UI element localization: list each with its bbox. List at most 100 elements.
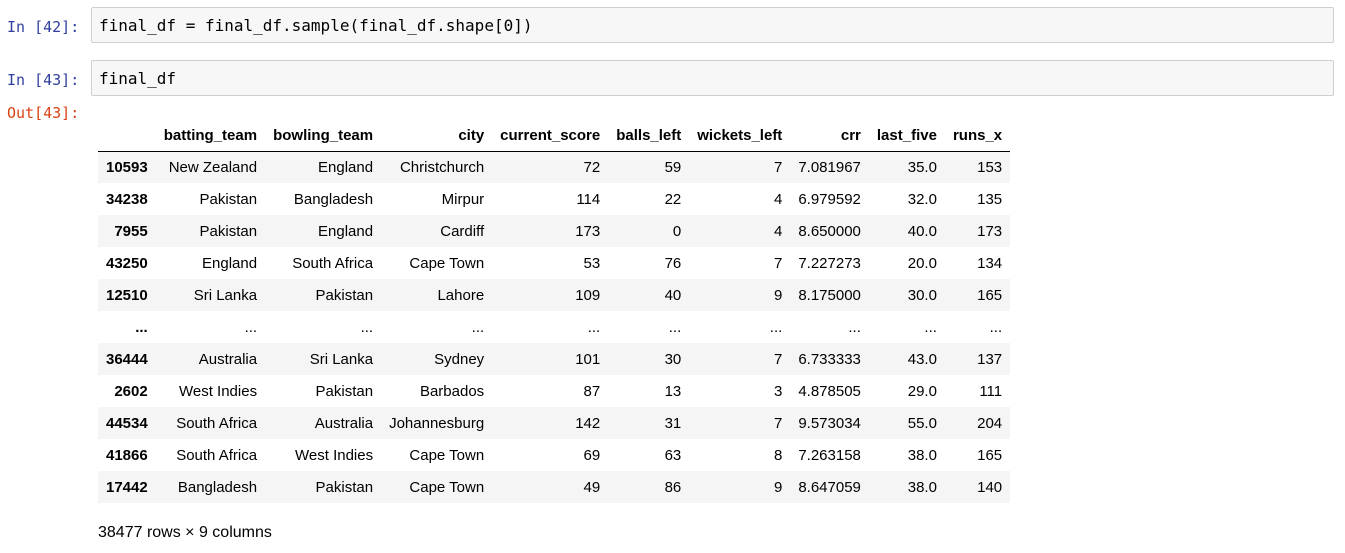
table-cell: South Africa [292, 254, 374, 272]
code-text-43[interactable]: final_df [99, 69, 177, 88]
table-cell: Pakistan [315, 382, 374, 400]
row-index: 36444 [106, 350, 148, 368]
table-cell: 6.733333 [798, 350, 861, 368]
table-cell: ... [360, 318, 374, 336]
table-cell: 13 [664, 382, 682, 400]
row-index: 43250 [106, 254, 148, 272]
table-cell: ... [769, 318, 783, 336]
table-cell: 8 [773, 446, 783, 464]
column-header: batting_team [155, 120, 266, 152]
table-cell: 204 [977, 414, 1003, 432]
table-cell: ... [989, 318, 1003, 336]
table-row: 12510 Sri Lanka Pakistan Lahore 109 40 9 8.1750… [98, 279, 1011, 311]
table-cell: Christchurch [399, 158, 485, 176]
table-cell: 32.0 [907, 190, 937, 208]
table-cell: Sri Lanka [309, 350, 374, 368]
table-cell: 35.0 [907, 158, 937, 176]
table-cell: 87 [583, 382, 601, 400]
table-cell: ... [471, 318, 485, 336]
table-cell: 134 [977, 254, 1003, 272]
code-input-43[interactable]: final_df [91, 60, 1334, 96]
ellipsis-row: .............................. [98, 311, 1011, 343]
table-cell: 7 [773, 414, 783, 432]
column-header: runs_x [944, 120, 1011, 152]
table-cell: Cardiff [440, 222, 485, 240]
table-cell: West Indies [295, 446, 374, 464]
index-column-header [98, 120, 156, 152]
table-cell: Pakistan [199, 222, 258, 240]
input-prompt-43: In [43]: [7, 71, 80, 89]
table-cell: 101 [575, 350, 601, 368]
table-header: batting_team bowling_team city current_scor… [98, 120, 1011, 152]
header-row: batting_team bowling_team city current_scor… [98, 120, 1011, 152]
row-index: 2602 [114, 382, 148, 400]
table-row: 44534 South Africa Australia Johannesburg 14… [98, 407, 1011, 439]
table-row: 2602 West Indies Pakistan Barbados 87 13 3 4.87… [98, 375, 1011, 407]
table-cell: 7.227273 [798, 254, 861, 272]
table-cell: 30.0 [907, 286, 937, 304]
table-cell: 31 [664, 414, 682, 432]
table-cell: 29.0 [907, 382, 937, 400]
table-cell: 140 [977, 478, 1003, 496]
table-cell: Barbados [419, 382, 485, 400]
table-cell: 114 [576, 190, 601, 208]
table-cell: ... [848, 318, 861, 336]
dataframe-table: batting_team bowling_team city current_scor… [98, 120, 1011, 503]
table-cell: 49 [583, 478, 601, 496]
table-cell: 8.175000 [798, 286, 861, 304]
table-cell: 30 [664, 350, 682, 368]
dataframe-shape-footer: 38477 rows × 9 columns [98, 524, 272, 541]
table-cell: 40.0 [907, 222, 937, 240]
table-cell: 69 [583, 446, 601, 464]
row-index: ... [135, 318, 148, 336]
row-index: 17442 [106, 478, 148, 496]
row-index: 10593 [106, 158, 148, 176]
table-cell: Pakistan [199, 190, 258, 208]
table-cell: 6.979592 [798, 190, 861, 208]
column-header: crr [790, 120, 869, 152]
table-cell: 53 [583, 254, 601, 272]
row-index: 44534 [106, 414, 148, 432]
table-cell: 8.650000 [798, 222, 861, 240]
code-cell-42[interactable]: In [42]: final_df = final_df.sample(fina… [0, 7, 1345, 45]
table-cell: Pakistan [315, 478, 374, 496]
table-cell: ... [587, 318, 601, 336]
table-cell: 59 [664, 158, 682, 176]
table-cell: 4.878505 [798, 382, 861, 400]
output-prompt-43: Out[43]: [7, 104, 80, 122]
table-cell: Cape Town [409, 254, 485, 272]
table-cell: 7 [773, 350, 783, 368]
table-cell: 72 [583, 158, 601, 176]
table-cell: 4 [773, 222, 783, 240]
table-cell: Sri Lanka [193, 286, 258, 304]
table-row: 10593 New Zealand England Christchurch 72 59 7… [98, 151, 1011, 183]
table-row: 7955 Pakistan England Cardiff 173 0 4 8.650000 4… [98, 215, 1011, 247]
table-cell: 63 [664, 446, 682, 464]
code-cell-43[interactable]: In [43]: final_df [0, 60, 1345, 98]
column-header: last_five [868, 120, 945, 152]
table-cell: South Africa [176, 446, 258, 464]
table-cell: 153 [977, 158, 1003, 176]
table-cell: 20.0 [907, 254, 937, 272]
table-cell: 7.263158 [798, 446, 861, 464]
table-cell: 165 [977, 286, 1003, 304]
table-cell: England [318, 222, 374, 240]
table-cell: 38.0 [907, 446, 937, 464]
table-cell: 7.081967 [798, 158, 861, 176]
code-text-42[interactable]: final_df = final_df.sample(final_df.shap… [99, 16, 533, 35]
row-index: 7955 [114, 222, 148, 240]
table-cell: 38.0 [907, 478, 937, 496]
table-cell: 137 [977, 350, 1003, 368]
table-cell: Pakistan [315, 286, 374, 304]
code-input-42[interactable]: final_df = final_df.sample(final_df.shap… [91, 7, 1334, 43]
table-cell: Bangladesh [177, 478, 258, 496]
table-cell: Australia [314, 414, 374, 432]
table-cell: 9 [773, 286, 783, 304]
table-cell: 40 [664, 286, 682, 304]
table-cell: 86 [664, 478, 682, 496]
table-cell: 4 [773, 190, 783, 208]
table-cell: Bangladesh [293, 190, 374, 208]
table-cell: Sydney [434, 350, 485, 368]
table-cell: Australia [198, 350, 258, 368]
table-cell: 7 [773, 158, 783, 176]
